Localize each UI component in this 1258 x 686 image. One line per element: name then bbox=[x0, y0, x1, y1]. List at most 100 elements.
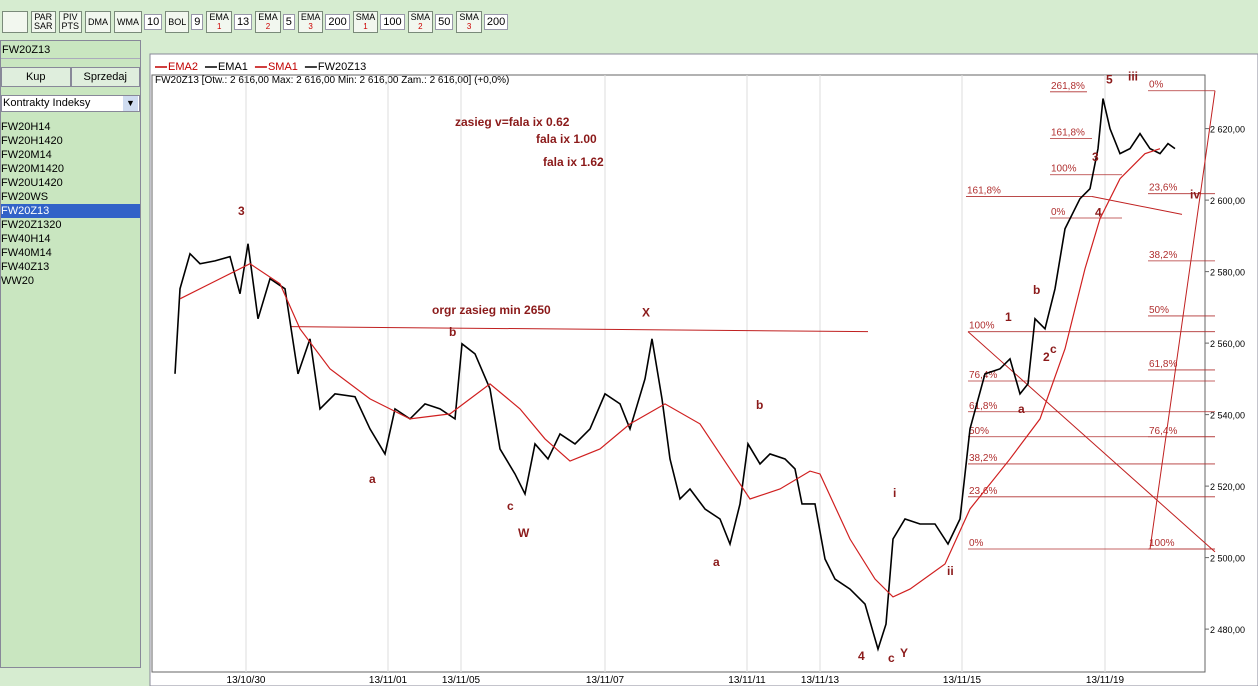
fib-label: 23,6% bbox=[969, 486, 997, 497]
annotation: X bbox=[642, 306, 650, 320]
annotation: 4 bbox=[1095, 206, 1102, 220]
fib-label: 38,2% bbox=[969, 453, 997, 464]
x-tick-label: 13/11/07 bbox=[586, 675, 625, 686]
annotation: 3 bbox=[238, 204, 245, 218]
tool-param[interactable]: 200 bbox=[483, 14, 509, 30]
y-tick-label: 2 500,00 bbox=[1210, 554, 1245, 564]
annotation: 3 bbox=[1092, 150, 1099, 164]
annotation: ii bbox=[947, 564, 954, 578]
instrument-item[interactable]: FW20WS bbox=[1, 191, 49, 203]
tool-group: PIV PTS bbox=[58, 11, 83, 33]
annotation: 5 bbox=[1106, 73, 1113, 87]
sell-button[interactable]: Sprzedaj bbox=[70, 67, 140, 87]
tool-num: 1 bbox=[216, 22, 222, 31]
y-tick-label: 2 480,00 bbox=[1210, 625, 1245, 635]
fib-label: 100% bbox=[1051, 164, 1077, 175]
chart-icon-button[interactable] bbox=[2, 11, 28, 33]
fib-label: 100% bbox=[969, 321, 995, 332]
instrument-item[interactable]: FW40Z13 bbox=[1, 261, 50, 273]
annotation: zasieg v=fala ix 0.62 bbox=[455, 115, 570, 129]
instrument-item[interactable]: WW20 bbox=[1, 275, 34, 287]
tool-param[interactable]: 10 bbox=[144, 14, 163, 30]
tool-button[interactable]: SMA 2 bbox=[407, 11, 434, 33]
fib-label: 50% bbox=[1149, 305, 1169, 316]
x-tick-label: 13/11/01 bbox=[369, 675, 408, 686]
annotation: iv bbox=[1190, 188, 1200, 202]
tool-button[interactable]: BOL bbox=[165, 11, 190, 33]
tool-button[interactable]: EMA 1 bbox=[206, 11, 232, 33]
tool-param[interactable]: 200 bbox=[325, 14, 350, 30]
fib-label: 38,2% bbox=[1149, 250, 1177, 261]
tool-num: 1 bbox=[363, 22, 368, 31]
instrument-item[interactable]: FW20H1420 bbox=[1, 135, 63, 147]
instrument-item[interactable]: FW20H14 bbox=[1, 121, 51, 133]
tool-label: SMA bbox=[355, 12, 376, 22]
dropdown-arrow[interactable]: ▼ bbox=[123, 96, 138, 111]
series-line bbox=[174, 98, 1176, 652]
tool-group: WMA 10 bbox=[114, 11, 163, 33]
tool-param[interactable]: 13 bbox=[233, 14, 253, 30]
legend-label: EMA1 bbox=[218, 61, 248, 73]
chart: FW20Z13 [Otw.: 2 616,00 Max: 2 616,00 Mi… bbox=[147, 40, 1258, 686]
tool-num: 2 bbox=[265, 22, 271, 31]
annotation: b bbox=[1033, 283, 1040, 297]
series-line bbox=[179, 148, 1161, 598]
tool-label: PAR bbox=[34, 12, 53, 22]
tool-label: SMA bbox=[459, 12, 479, 22]
trend-line bbox=[967, 331, 1216, 553]
x-tick-label: 13/11/19 bbox=[1086, 675, 1125, 686]
instrument-item[interactable]: FW20Z13 bbox=[1, 204, 140, 218]
fib-label: 50% bbox=[969, 426, 989, 437]
x-tick-label: 13/11/05 bbox=[442, 675, 481, 686]
tool-group: SMA 2 50 bbox=[407, 11, 454, 33]
buy-button[interactable]: Kup bbox=[1, 67, 71, 87]
tool-button[interactable]: SMA 1 bbox=[352, 11, 379, 33]
plot-frame bbox=[151, 74, 1206, 673]
toolbar: PAR SAR PIV PTS DMA WMA 10 BOL 9 EMA 1 13 EMA 2 5 EMA 3 2… bbox=[0, 8, 509, 36]
legend-label: SMA1 bbox=[268, 61, 298, 73]
legend-label: FW20Z13 bbox=[318, 61, 366, 73]
y-tick-label: 2 600,00 bbox=[1210, 196, 1245, 206]
tool-sub: SAR bbox=[34, 21, 53, 31]
tool-button[interactable]: SMA 3 bbox=[456, 11, 482, 33]
annotation: a bbox=[713, 555, 720, 569]
instrument-item[interactable]: FW40M14 bbox=[1, 247, 52, 259]
tool-button[interactable]: PIV PTS bbox=[58, 11, 83, 33]
tool-param[interactable]: 5 bbox=[282, 14, 295, 30]
annotation: Y bbox=[900, 646, 908, 660]
plot-area bbox=[149, 53, 1258, 686]
tool-button[interactable]: EMA 2 bbox=[255, 11, 281, 33]
tool-button[interactable]: DMA bbox=[85, 11, 112, 33]
instrument-item[interactable]: FW20Z1320 bbox=[1, 219, 62, 231]
dropdown-text: Kontrakty Indeksy bbox=[3, 97, 91, 109]
tool-group: EMA 2 5 bbox=[255, 11, 295, 33]
instrument-item[interactable]: FW20M1420 bbox=[1, 163, 64, 175]
x-tick-label: 13/11/15 bbox=[943, 675, 982, 686]
tool-param[interactable]: 50 bbox=[435, 14, 454, 30]
symbol: FW20Z13 bbox=[1, 41, 140, 59]
tool-param[interactable]: 100 bbox=[380, 14, 405, 30]
instrument-item[interactable]: FW20M14 bbox=[1, 149, 52, 161]
y-tick-label: 2 540,00 bbox=[1210, 411, 1245, 421]
instrument-item[interactable]: FW40H14 bbox=[1, 233, 51, 245]
x-tick-label: 13/11/11 bbox=[728, 675, 766, 686]
tool-label: DMA bbox=[88, 16, 109, 27]
annotation: fala ix 1.00 bbox=[536, 132, 597, 146]
trend-line bbox=[1091, 196, 1183, 215]
tool-group: EMA 1 13 bbox=[206, 11, 253, 33]
tool-button[interactable]: WMA bbox=[114, 11, 143, 33]
dropdown[interactable]: Kontrakty Indeksy ▼ bbox=[1, 95, 140, 112]
tool-button[interactable]: PAR SAR bbox=[31, 11, 56, 33]
tool-label: EMA bbox=[209, 12, 229, 22]
y-tick-label: 2 580,00 bbox=[1210, 268, 1245, 278]
tool-group: SMA 1 100 bbox=[352, 11, 405, 33]
fib-label: 76,4% bbox=[1149, 426, 1177, 437]
annotation: c bbox=[1050, 342, 1057, 356]
fib-label: 76,4% bbox=[969, 370, 997, 381]
instrument-item[interactable]: FW20U1420 bbox=[1, 177, 63, 189]
fib-label: 0% bbox=[969, 538, 984, 549]
tool-button[interactable]: EMA 3 bbox=[297, 11, 324, 33]
tool-group: SMA 3 200 bbox=[456, 11, 509, 33]
tool-param[interactable]: 9 bbox=[191, 14, 204, 30]
